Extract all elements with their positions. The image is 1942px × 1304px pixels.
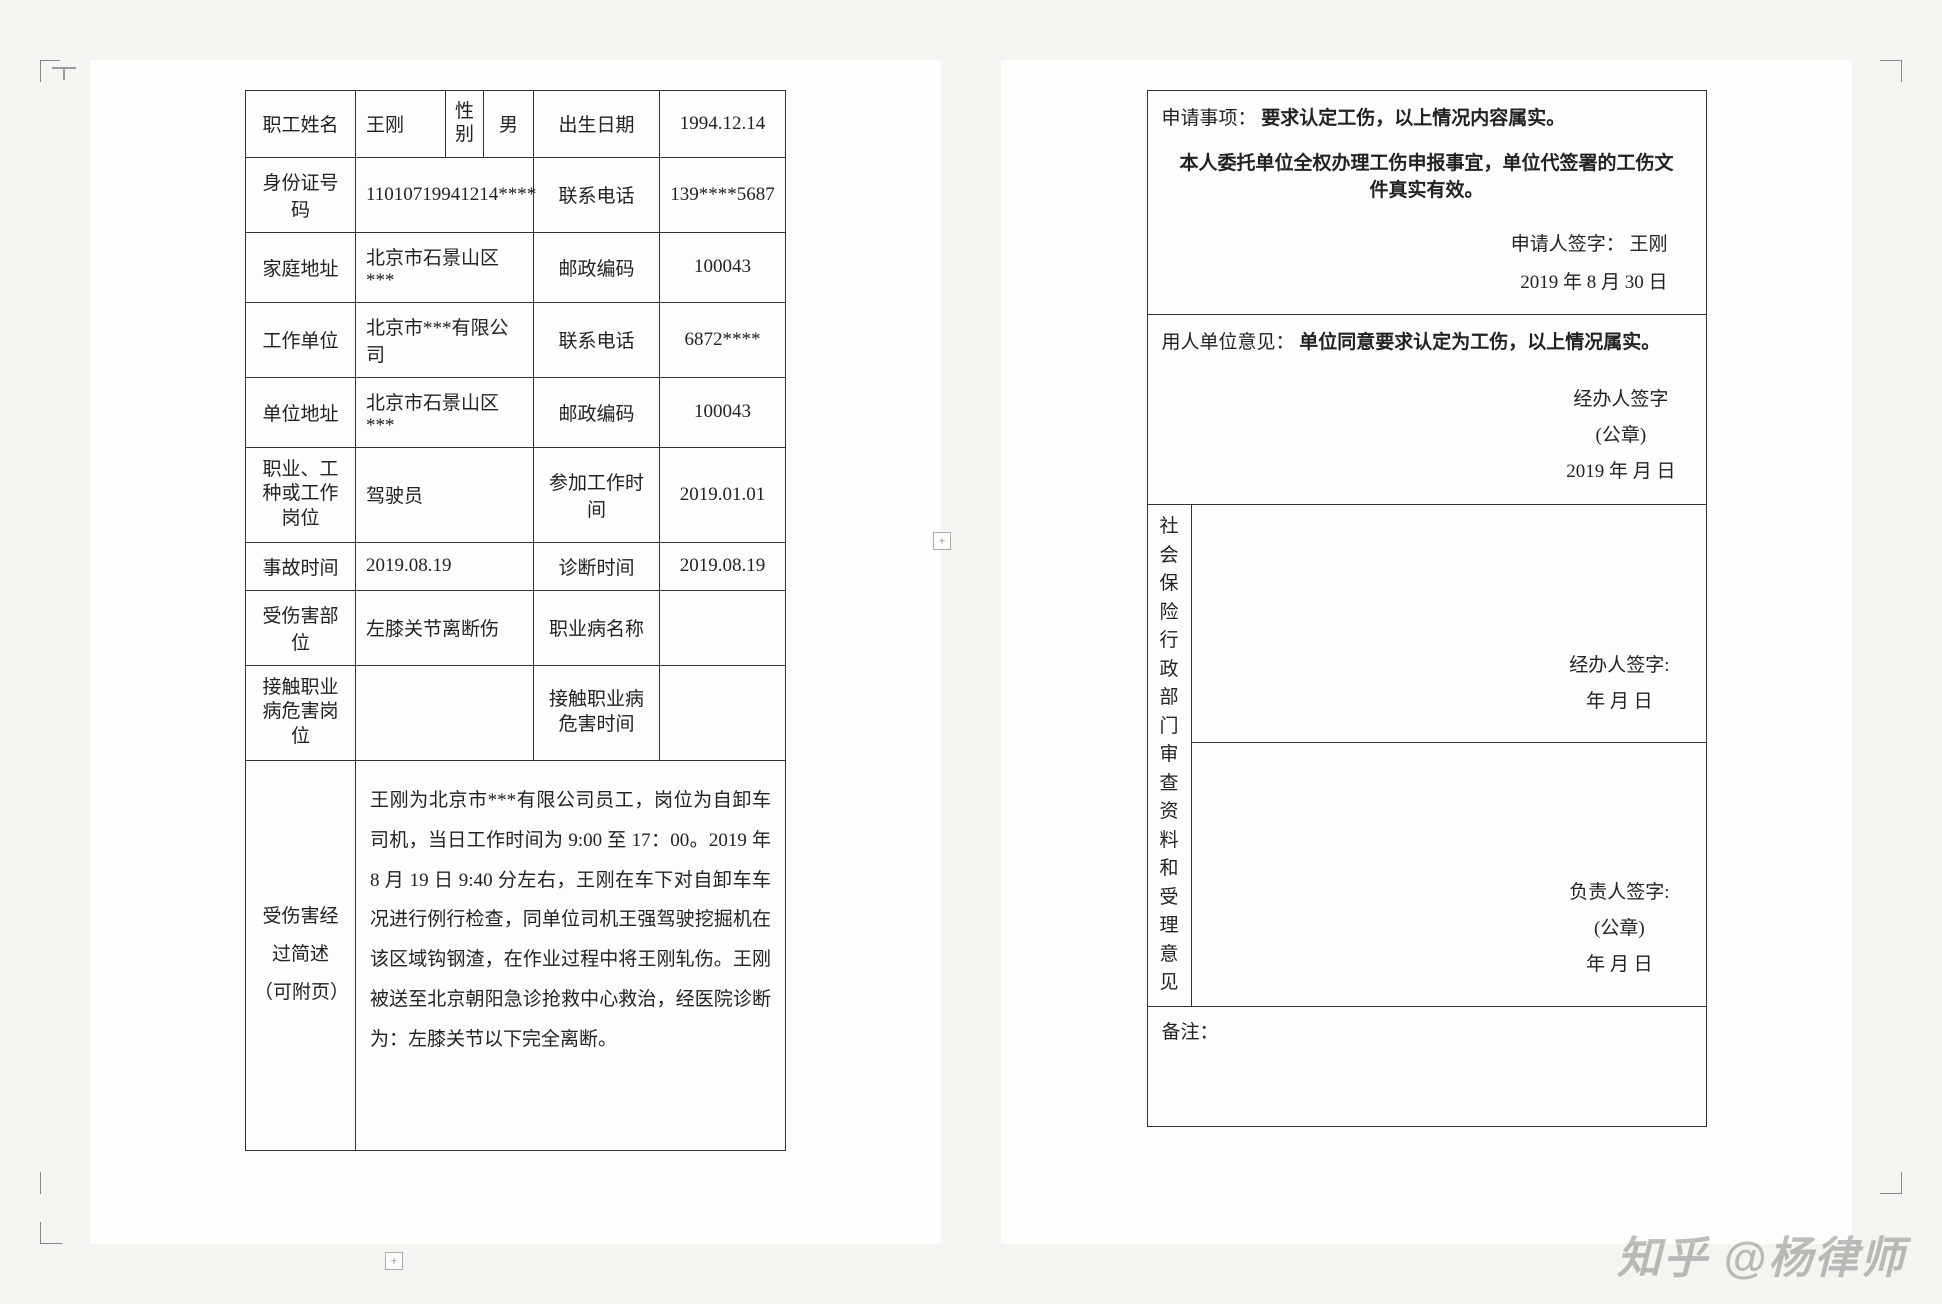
- row-addr: 家庭地址 北京市石景山区*** 邮政编码 100043: [246, 232, 786, 302]
- diag-label: 诊断时间: [534, 542, 660, 590]
- two-page-spread: 职工姓名 王刚 性别 男 出生日期 1994.12.14 身份证号码 11010…: [0, 0, 1942, 1304]
- acc-label: 事故时间: [246, 542, 356, 590]
- injury-label: 受伤害部位: [246, 590, 356, 665]
- phone-value: 139****5687: [660, 157, 786, 232]
- uphone-label: 联系电话: [534, 302, 660, 377]
- sex-label: 性别: [446, 91, 484, 158]
- id-value: 11010719941214****: [356, 157, 534, 232]
- row-id: 身份证号码 11010719941214**** 联系电话 139****568…: [246, 157, 786, 232]
- dob-label: 出生日期: [534, 91, 660, 158]
- row-accident: 事故时间 2019.08.19 诊断时间 2019.08.19: [246, 542, 786, 590]
- occdis-label: 职业病名称: [534, 590, 660, 665]
- job-label: 职业、工种或工作岗位: [246, 447, 356, 542]
- employer-block: 用人单位意见： 单位同意要求认定为工伤，以上情况属实。 经办人签字 (公章) 2…: [1147, 315, 1706, 505]
- uphone-value: 6872****: [660, 302, 786, 377]
- row-hazard: 接触职业病危害岗位 接触职业病危害时间: [246, 665, 786, 760]
- occdis-value: [660, 590, 786, 665]
- apply-line1: 要求认定工伤，以上情况内容属实。: [1261, 108, 1565, 129]
- dob-value: 1994.12.14: [660, 91, 786, 158]
- narrative-text: 王刚为北京市***有限公司员工，岗位为自卸车司机，当日工作时间为 9:00 至 …: [356, 760, 786, 1150]
- narrative-label: 受伤害经过简述（可附页）: [246, 760, 356, 1150]
- row-name: 职工姓名 王刚 性别 男 出生日期 1994.12.14: [246, 91, 786, 158]
- add-column-button[interactable]: +: [933, 532, 951, 550]
- haztime-label: 接触职业病危害时间: [534, 665, 660, 760]
- review-section-label: 社会保险行政部门审查资料和受理意见: [1147, 505, 1191, 1007]
- joindate-label: 参加工作时间: [534, 447, 660, 542]
- add-row-button[interactable]: +: [385, 1252, 403, 1270]
- applicant-sig-value: 王刚: [1629, 234, 1667, 255]
- row-injury: 受伤害部位 左膝关节离断伤 职业病名称: [246, 590, 786, 665]
- addr-label: 家庭地址: [246, 232, 356, 302]
- name-label: 职工姓名: [246, 91, 356, 158]
- uzip-label: 邮政编码: [534, 377, 660, 447]
- row-employer-opinion: 用人单位意见： 单位同意要求认定为工伤，以上情况属实。 经办人签字 (公章) 2…: [1147, 315, 1706, 505]
- haztime-value: [660, 665, 786, 760]
- remark-label: 备注：: [1162, 1022, 1219, 1043]
- leader-sig-label: 负责人签字:: [1569, 875, 1669, 911]
- employer-date: 2019 年 月 日: [1566, 454, 1675, 490]
- sex-value: 男: [484, 91, 534, 158]
- crop-corner-tr: [1880, 60, 1902, 82]
- crop-corner-bl: [40, 1222, 62, 1244]
- review-leader-date: 年 月 日: [1569, 947, 1669, 983]
- row-unit: 工作单位 北京市***有限公司 联系电话 6872****: [246, 302, 786, 377]
- zip-value: 100043: [660, 232, 786, 302]
- review-leader-cell: 负责人签字: (公章) 年 月 日: [1191, 743, 1706, 1006]
- diag-value: 2019.08.19: [660, 542, 786, 590]
- right-panel: 申请事项： 要求认定工伤，以上情况内容属实。 本人委托单位全权办理工伤申报事宜，…: [1001, 60, 1852, 1244]
- row-remark: 备注：: [1147, 1006, 1706, 1126]
- handler-sig-label: 经办人签字: [1566, 382, 1675, 418]
- review-handler-cell: 经办人签字: 年 月 日: [1191, 505, 1706, 743]
- watermark-text: 知乎 @杨律师: [1617, 1222, 1906, 1286]
- row-narrative: 受伤害经过简述（可附页） 王刚为北京市***有限公司员工，岗位为自卸车司机，当日…: [246, 760, 786, 1150]
- approval-table: 申请事项： 要求认定工伤，以上情况内容属实。 本人委托单位全权办理工伤申报事宜，…: [1147, 90, 1707, 1127]
- stamp-label-2: (公章): [1569, 911, 1669, 947]
- hazpos-label: 接触职业病危害岗位: [246, 665, 356, 760]
- acc-value: 2019.08.19: [356, 542, 534, 590]
- application-block: 申请事项： 要求认定工伤，以上情况内容属实。 本人委托单位全权办理工伤申报事宜，…: [1147, 91, 1706, 315]
- uaddr-value: 北京市石景山区***: [356, 377, 534, 447]
- crop-corner-bl-upper: [40, 1172, 62, 1194]
- employer-opinion-label: 用人单位意见：: [1162, 332, 1295, 353]
- uzip-value: 100043: [660, 377, 786, 447]
- joindate-value: 2019.01.01: [660, 447, 786, 542]
- apply-line2: 本人委托单位全权办理工伤申报事宜，单位代签署的工伤文件真实有效。: [1162, 148, 1692, 226]
- remark-cell: 备注：: [1147, 1006, 1706, 1126]
- job-value: 驾驶员: [356, 447, 534, 542]
- row-application: 申请事项： 要求认定工伤，以上情况内容属实。 本人委托单位全权办理工伤申报事宜，…: [1147, 91, 1706, 315]
- injury-value: 左膝关节离断伤: [356, 590, 534, 665]
- handler-sig-label-2: 经办人签字:: [1569, 648, 1669, 684]
- phone-label: 联系电话: [534, 157, 660, 232]
- employer-opinion-value: 单位同意要求认定为工伤，以上情况属实。: [1299, 332, 1660, 353]
- left-panel: 职工姓名 王刚 性别 男 出生日期 1994.12.14 身份证号码 11010…: [90, 60, 941, 1244]
- crop-corner-br: [1880, 1172, 1902, 1194]
- unit-value: 北京市***有限公司: [356, 302, 534, 377]
- row-review-handler: 社会保险行政部门审查资料和受理意见 经办人签字: 年 月 日: [1147, 505, 1706, 743]
- uaddr-label: 单位地址: [246, 377, 356, 447]
- apply-label: 申请事项：: [1162, 108, 1257, 129]
- unit-label: 工作单位: [246, 302, 356, 377]
- zip-label: 邮政编码: [534, 232, 660, 302]
- hazpos-value: [356, 665, 534, 760]
- row-uaddr: 单位地址 北京市石景山区*** 邮政编码 100043: [246, 377, 786, 447]
- applicant-date: 2019 年 8 月 30 日: [1162, 264, 1692, 302]
- applicant-sig-label: 申请人签字：: [1511, 234, 1625, 255]
- stamp-label: (公章): [1566, 418, 1675, 454]
- employee-form-table: 职工姓名 王刚 性别 男 出生日期 1994.12.14 身份证号码 11010…: [245, 90, 786, 1151]
- review-handler-date: 年 月 日: [1569, 684, 1669, 720]
- row-job: 职业、工种或工作岗位 驾驶员 参加工作时间 2019.01.01: [246, 447, 786, 542]
- anchor-marker-icon: [52, 56, 78, 82]
- id-label: 身份证号码: [246, 157, 356, 232]
- addr-value: 北京市石景山区***: [356, 232, 534, 302]
- row-review-leader: 负责人签字: (公章) 年 月 日: [1147, 743, 1706, 1006]
- name-value: 王刚: [356, 91, 446, 158]
